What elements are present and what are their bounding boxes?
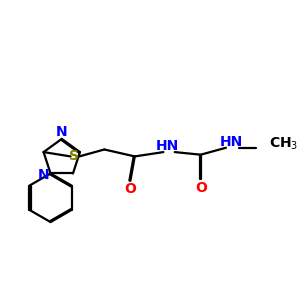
Text: HN: HN [220,135,243,149]
Text: N: N [38,168,50,182]
Text: O: O [124,182,136,197]
Text: S: S [69,149,79,164]
Text: N: N [56,125,68,139]
Text: CH$_3$: CH$_3$ [269,136,299,152]
Text: HN: HN [156,139,179,153]
Text: O: O [195,181,207,195]
